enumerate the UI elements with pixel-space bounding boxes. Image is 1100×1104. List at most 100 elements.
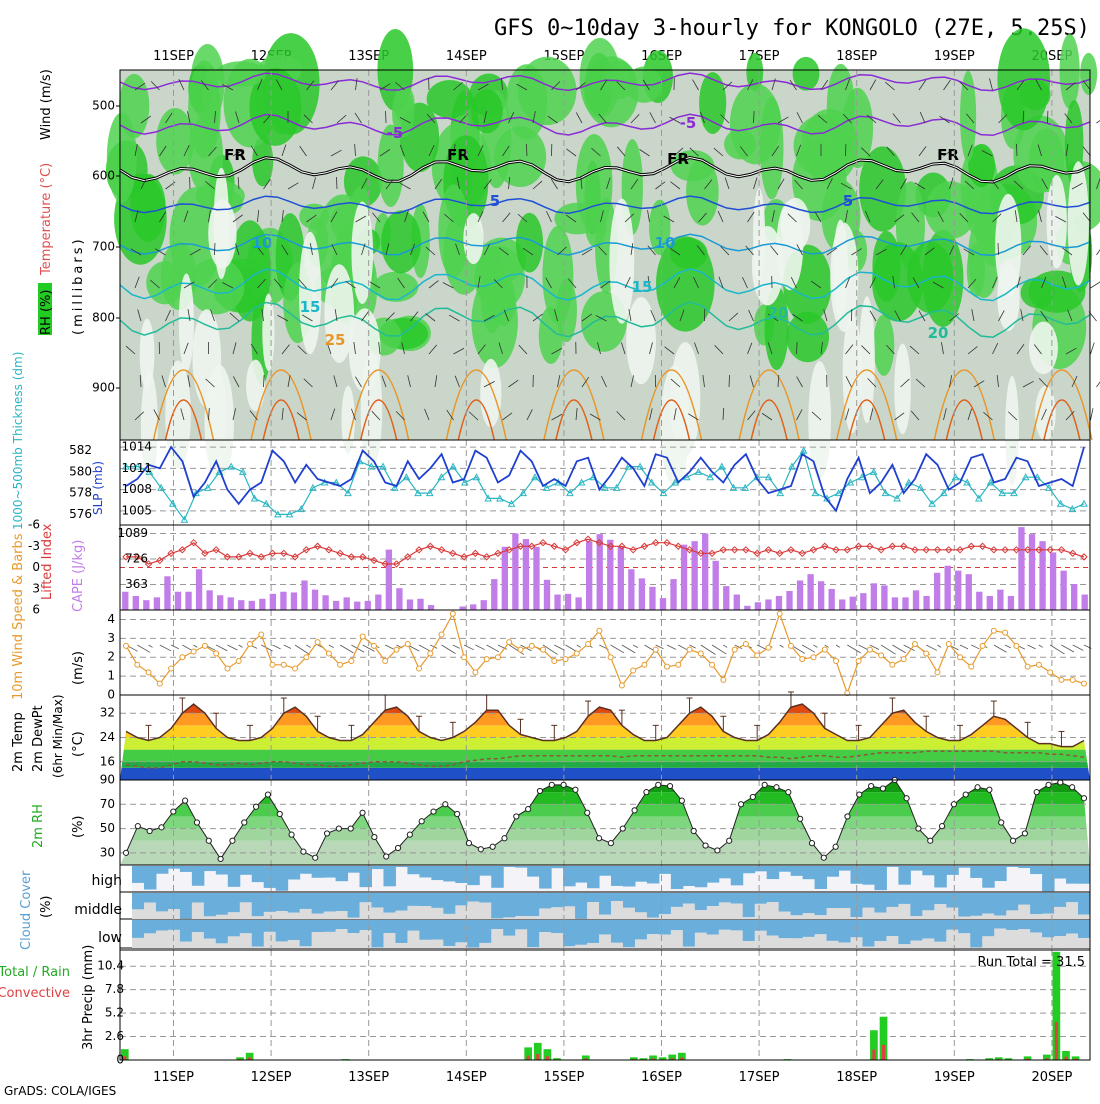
wind-speed-point — [653, 647, 658, 652]
tick-label: 0 — [116, 1053, 124, 1067]
wind-speed-point — [281, 662, 286, 667]
cloud-clear-cell — [815, 934, 827, 948]
cloud-cell — [659, 893, 671, 914]
rh-point — [928, 838, 933, 843]
cloud-cell — [910, 893, 922, 916]
tick-label: 3 — [32, 581, 40, 595]
wind-speed-point — [1059, 677, 1064, 682]
cloud-cell — [527, 893, 539, 916]
cloud-cell — [204, 893, 216, 916]
cloud-cell — [958, 866, 970, 868]
cloud-cell — [264, 866, 276, 888]
cloud-clear-cell — [539, 932, 551, 948]
rh-point — [845, 814, 850, 819]
cloud-cell — [755, 893, 767, 904]
cloud-clear-cell — [767, 936, 779, 948]
cloud-cell — [168, 866, 180, 869]
dry-blob — [1029, 322, 1058, 374]
tick-label: 2.6 — [105, 1029, 124, 1043]
cape-bar — [417, 599, 423, 610]
cloud-cell — [779, 893, 791, 912]
contour-label: 20 — [768, 304, 789, 322]
rh-point — [289, 832, 294, 837]
cloud-cell — [659, 920, 671, 935]
cape-bar — [196, 569, 202, 610]
cloud-clear-cell — [671, 907, 683, 919]
rh-point — [419, 819, 424, 824]
wind-speed-point — [608, 655, 613, 660]
wind-speed-point — [879, 653, 884, 658]
wind-speed-point — [811, 655, 816, 660]
cloud-cell — [743, 920, 755, 941]
cloud-clear-cell — [312, 914, 324, 919]
rh-point — [466, 841, 471, 846]
cloud-cell — [515, 866, 527, 868]
date-label-bottom: 12SEP — [251, 1070, 292, 1085]
cloud-cell — [803, 920, 815, 937]
cloud-clear-cell — [779, 912, 791, 919]
cloud-clear-cell — [994, 929, 1006, 948]
cloud-cell — [539, 893, 551, 908]
rh-point — [809, 841, 814, 846]
rh-point — [1046, 782, 1051, 787]
cloud-cell — [240, 866, 252, 875]
cloud-cell — [551, 893, 563, 907]
tick-label: 16 — [100, 754, 115, 768]
tick-label: 726 — [125, 552, 148, 566]
cloud-cell — [874, 893, 886, 913]
cloud-clear-cell — [659, 935, 671, 948]
cloud-clear-cell — [539, 908, 551, 919]
cloud-cell — [360, 893, 372, 902]
cape-bar — [291, 592, 297, 610]
tick-label: 1 — [107, 669, 115, 683]
dry-blob — [670, 342, 700, 456]
cape-bar — [649, 587, 655, 610]
cloud-clear-cell — [623, 947, 635, 948]
cloud-clear-cell — [719, 930, 731, 948]
wind-speed-point — [901, 657, 906, 662]
cloud-clear-cell — [360, 902, 372, 919]
cloud-cell — [1066, 866, 1078, 884]
cloud-cell — [839, 920, 851, 943]
rh-point — [324, 831, 329, 836]
wind-speed-point — [495, 655, 500, 660]
wind-speed-point — [349, 659, 354, 664]
rh-point — [880, 786, 885, 791]
cloud-clear-cell — [803, 913, 815, 919]
cloud-clear-cell — [743, 917, 755, 919]
date-label-bottom: 18SEP — [836, 1070, 877, 1085]
cloud-cell — [910, 866, 922, 871]
wind-speed-point — [405, 642, 410, 647]
wind-barb — [1016, 144, 1017, 156]
cloud-clear-cell — [144, 903, 156, 919]
cloud-cell — [982, 920, 994, 936]
cape-bar — [628, 569, 634, 610]
cloud-cell — [719, 920, 731, 930]
cape-bar — [1082, 595, 1088, 610]
cape-bar — [512, 533, 518, 610]
date-label-bottom: 19SEP — [934, 1070, 975, 1085]
cape-bar — [765, 599, 771, 610]
rh-point — [301, 849, 306, 854]
wind-speed-point — [980, 643, 985, 648]
cloud-cell — [192, 920, 204, 932]
rh-point — [632, 808, 637, 813]
wind-speed-point — [450, 611, 455, 616]
tick-label: 1014 — [121, 440, 152, 454]
wind-speed-point — [822, 647, 827, 652]
rh-point — [526, 807, 531, 812]
cloud-cell — [491, 920, 503, 929]
rh-blob — [373, 272, 418, 302]
wind-speed-point — [856, 659, 861, 664]
cloud-cell — [1030, 920, 1042, 932]
cloud-cell — [276, 893, 288, 911]
cape-bar — [818, 581, 824, 610]
wind-units-label: (m/s) — [71, 651, 86, 685]
cloud-clear-cell — [1066, 934, 1078, 948]
cloud-clear-cell — [431, 908, 443, 919]
tick-label: 4 — [107, 612, 115, 626]
cape-bar — [565, 594, 571, 610]
rh-point — [715, 848, 720, 853]
